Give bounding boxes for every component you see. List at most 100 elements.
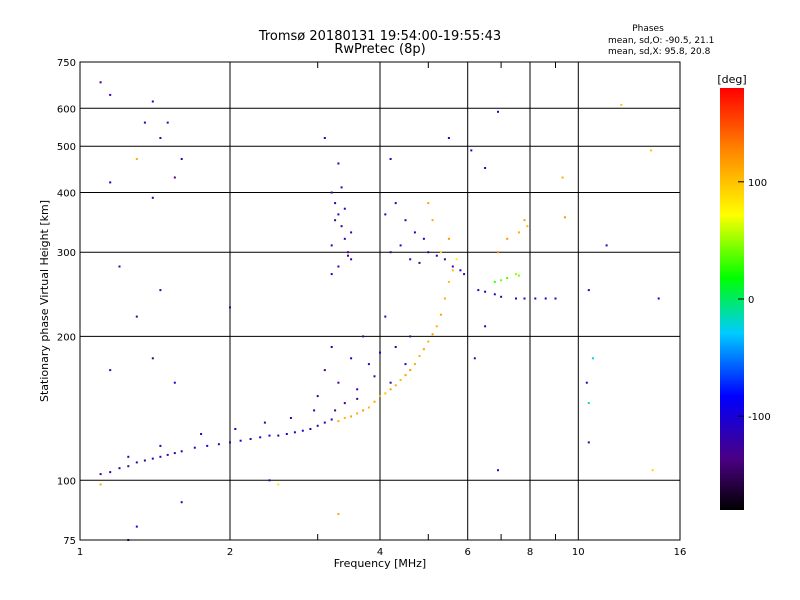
data-point <box>422 237 425 240</box>
data-point <box>135 315 138 318</box>
data-point <box>127 465 130 468</box>
data-point <box>193 446 196 449</box>
data-point <box>337 213 340 216</box>
data-point <box>517 231 520 234</box>
data-point <box>309 428 312 430</box>
data-point <box>330 191 333 194</box>
data-point <box>447 237 450 240</box>
data-point <box>389 158 392 160</box>
data-point <box>229 306 231 309</box>
data-point <box>404 219 407 222</box>
data-point <box>166 121 169 124</box>
plot-frame <box>79 61 681 541</box>
data-point <box>99 473 102 476</box>
data-point <box>151 357 154 360</box>
data-point <box>334 409 337 412</box>
data-point <box>427 251 430 254</box>
data-point <box>159 289 162 292</box>
data-point <box>389 251 392 254</box>
data-point <box>343 417 346 419</box>
data-point <box>166 453 169 456</box>
data-point <box>497 469 499 472</box>
x-tick-label: 6 <box>465 547 471 558</box>
data-point <box>367 406 370 409</box>
x-tick-label: 1 <box>77 547 83 558</box>
data-point <box>347 251 349 254</box>
data-point <box>455 258 458 261</box>
data-point <box>367 363 370 366</box>
data-point <box>362 409 365 412</box>
data-point <box>497 251 499 254</box>
data-point <box>544 297 547 300</box>
x-axis: 1 2 4 6 8 10 16 <box>77 62 686 558</box>
data-point <box>229 441 231 444</box>
data-point <box>587 441 590 444</box>
data-point <box>143 121 146 124</box>
data-point <box>234 428 237 430</box>
data-point <box>484 325 487 328</box>
data-point <box>418 355 421 357</box>
data-point <box>506 277 509 279</box>
data-point <box>399 244 402 247</box>
data-point <box>384 392 387 395</box>
data-point <box>373 400 376 403</box>
data-point <box>447 137 450 139</box>
colorbar-tick-label: -100 <box>748 412 771 423</box>
colorbar-tick-label: 0 <box>748 295 754 306</box>
data-point <box>151 100 154 103</box>
data-point <box>427 340 430 343</box>
data-point <box>443 258 446 261</box>
data-point <box>259 436 262 439</box>
data-point <box>200 433 203 435</box>
data-point <box>180 158 183 160</box>
data-point <box>180 450 183 453</box>
data-point <box>330 273 333 276</box>
data-point <box>500 295 503 298</box>
data-point <box>135 158 138 160</box>
data-point <box>404 374 407 377</box>
data-point <box>277 434 280 437</box>
data-point <box>151 196 154 199</box>
data-point <box>389 381 392 384</box>
data-point <box>389 388 392 391</box>
data-point <box>587 289 590 292</box>
data-point <box>99 483 102 486</box>
data-point <box>413 231 416 234</box>
stats-o-mode: mean, sd,O: -90.5, 21.1 <box>608 36 714 46</box>
data-point <box>135 525 138 528</box>
data-point <box>384 315 387 318</box>
data-point <box>316 395 319 398</box>
data-point <box>277 483 280 486</box>
data-point <box>435 254 438 257</box>
data-point <box>109 181 112 184</box>
grid <box>80 62 680 540</box>
data-point <box>394 384 397 387</box>
data-point <box>337 265 340 268</box>
data-point <box>373 375 376 378</box>
data-point <box>587 402 590 405</box>
data-point <box>443 297 446 300</box>
data-point <box>343 237 346 240</box>
data-point <box>173 452 176 455</box>
y-axis: 75 100 200 300 400 500 600 750 <box>57 58 76 547</box>
stats-x-mode: mean, sd,X: 95.8, 20.8 <box>608 47 711 57</box>
x-tick-label: 8 <box>527 547 533 558</box>
data-point <box>561 176 564 179</box>
colorbar-label: [deg] <box>717 73 746 86</box>
data-point <box>515 273 517 276</box>
data-point <box>515 297 517 300</box>
data-point <box>473 357 476 360</box>
data-point <box>517 274 520 277</box>
data-point <box>99 81 102 84</box>
data-point <box>394 202 397 205</box>
data-point <box>350 258 353 261</box>
y-tick-label: 600 <box>57 104 76 115</box>
x-axis-label: Frequency [MHz] <box>334 557 426 570</box>
data-point <box>585 381 588 384</box>
data-point <box>151 457 154 460</box>
data-point <box>431 219 434 222</box>
chart-title: Tromsø 20180131 19:54:00-19:55:43 <box>258 29 501 44</box>
data-point <box>379 351 381 354</box>
data-point <box>206 444 209 447</box>
